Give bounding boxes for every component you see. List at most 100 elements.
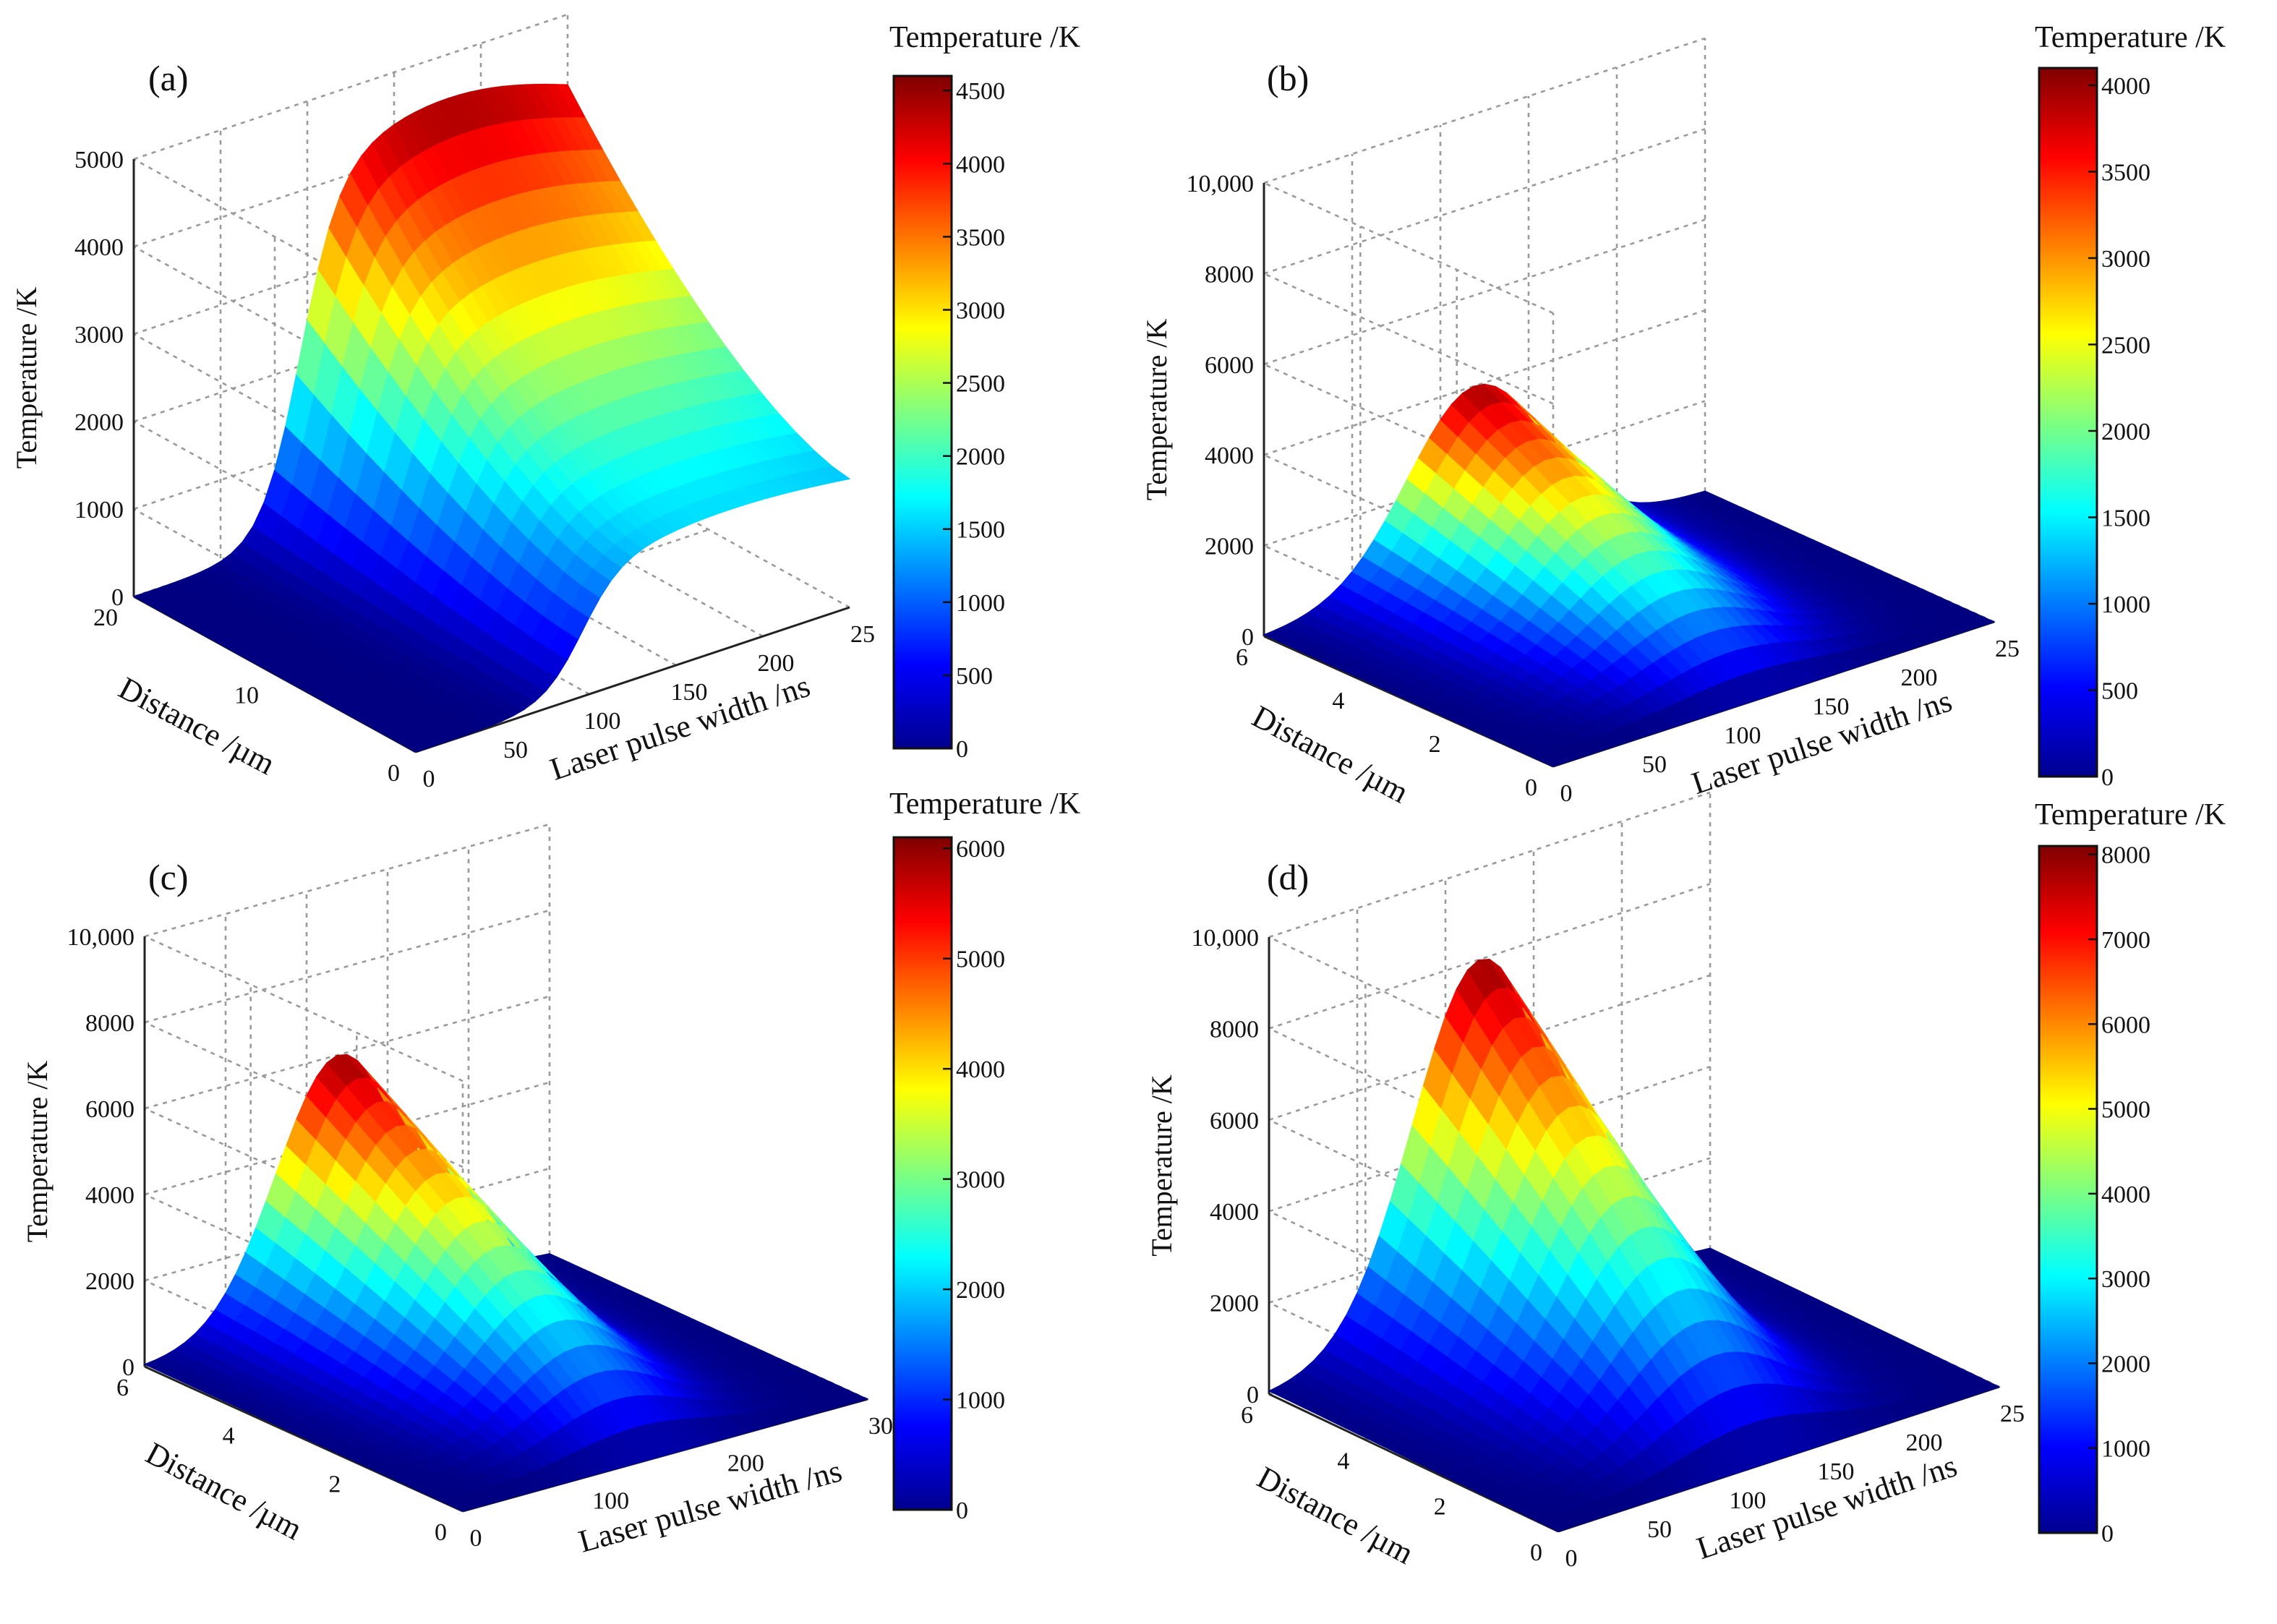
back-wall-gridline: [133, 13, 568, 161]
colorbar-tick-label: 3000: [2101, 246, 2150, 273]
floor-gridline: [567, 450, 850, 609]
x-tick-label: 150: [671, 679, 708, 706]
colorbar: [892, 836, 953, 1511]
y-tick-label: 4: [1332, 688, 1344, 714]
x-tick-label: 150: [1813, 693, 1850, 720]
colorbar-title: Temperature /K: [2035, 21, 2226, 54]
y-tick-label: 2: [1429, 731, 1441, 758]
z-axis-title: Temperature /K: [1145, 1074, 1178, 1257]
back-wall-gridline: [1268, 1065, 1711, 1213]
y-tick-label: 6: [116, 1375, 129, 1401]
z-tick-label: 2000: [85, 1268, 134, 1295]
x-tick-label: 25: [850, 621, 875, 648]
colorbar-tick-label: 2500: [2101, 332, 2150, 359]
left-wall-gridline: [133, 333, 416, 491]
z-tick-label: 8000: [1205, 261, 1254, 288]
x-tick-label: 25: [2000, 1401, 2025, 1427]
surface-cell: [836, 1389, 869, 1403]
panel-d: 0200040006000800010,00002460501001502002…: [1145, 791, 2226, 1572]
panel-label: (b): [1267, 58, 1309, 98]
x-tick-label: 100: [1730, 1487, 1767, 1514]
y-tick-label: 6: [1236, 644, 1248, 671]
colorbar-tick-label: 3500: [2101, 159, 2150, 186]
back-wall-gridline: [1268, 883, 1711, 1030]
colorbar-tick-label: 2000: [956, 444, 1005, 471]
x-tick-label: 25: [1995, 636, 2020, 662]
z-tick-label: 10,000: [67, 924, 135, 951]
colorbar-tick-label: 2500: [956, 371, 1005, 398]
surface-cell: [820, 466, 851, 482]
z-tick-label: 6000: [1205, 352, 1254, 379]
colorbar-tick-label: 0: [956, 736, 968, 763]
y-tick-label: 0: [1530, 1539, 1542, 1566]
x-tick-label: 100: [1725, 722, 1761, 749]
x-tick-label: 200: [727, 1450, 764, 1477]
z-axis-title: Temperature /K: [10, 287, 43, 469]
colorbar-tick-label: 1000: [2101, 1436, 2150, 1463]
colorbar-tick-label: 4500: [956, 78, 1005, 105]
x-tick-label: 50: [1642, 751, 1667, 778]
z-tick-label: 4000: [1210, 1199, 1259, 1226]
left-wall-gridline: [1263, 181, 1554, 315]
left-wall-gridline: [1263, 273, 1554, 405]
colorbar-tick-label: 2000: [956, 1277, 1005, 1304]
colorbar-tick-label: 0: [956, 1497, 968, 1524]
colorbar-tick-label: 2000: [2101, 419, 2150, 445]
panel-label: (c): [148, 857, 189, 897]
surface-mesh: [1263, 383, 1996, 767]
colorbar-tick-label: 500: [2101, 678, 2138, 704]
z-tick-label: 6000: [1210, 1108, 1259, 1134]
y-tick-label: 2: [328, 1471, 341, 1497]
y-tick-label: 20: [93, 604, 118, 631]
colorbar-tick-label: 5000: [956, 946, 1005, 973]
surface-mesh: [1268, 958, 2001, 1532]
y-axis-title: Distance /µm: [1247, 698, 1414, 810]
z-tick-label: 10,000: [1187, 171, 1255, 197]
y-tick-label: 4: [223, 1423, 235, 1450]
colorbar: [2038, 67, 2098, 778]
z-tick-label: 2000: [1210, 1291, 1259, 1317]
back-wall-gridline: [1268, 974, 1711, 1121]
back-wall-gridline: [1263, 400, 1706, 547]
colorbar-tick-label: 8000: [2101, 842, 2150, 869]
y-tick-label: 0: [388, 760, 400, 787]
y-axis-title: Distance /µm: [1252, 1459, 1419, 1570]
x-tick-label: 100: [592, 1487, 629, 1514]
z-tick-label: 6000: [85, 1096, 134, 1123]
panel-c: 0200040006000800010,0000246010020030Temp…: [21, 787, 1080, 1560]
x-tick-label: 0: [470, 1525, 482, 1552]
colorbar-tick-label: 4000: [956, 1056, 1005, 1083]
back-wall-gridline: [144, 823, 550, 938]
x-tick-label: 0: [1560, 780, 1573, 807]
left-wall-gridline: [1263, 454, 1554, 586]
z-tick-label: 5000: [74, 147, 124, 174]
x-tick-label: 30: [868, 1413, 893, 1440]
colorbar-tick-label: 3000: [956, 297, 1005, 324]
x-tick-label: 200: [1906, 1429, 1943, 1456]
colorbar: [892, 74, 953, 750]
back-wall-gridline: [1268, 791, 1711, 939]
colorbar-tick-label: 4000: [2101, 73, 2150, 100]
y-tick-label: 6: [1241, 1402, 1253, 1429]
back-wall-gridline: [1263, 128, 1706, 275]
z-tick-label: 4000: [1205, 443, 1254, 469]
panel-label: (a): [148, 58, 189, 98]
colorbar-tick-label: 3000: [2101, 1266, 2150, 1293]
z-tick-label: 3000: [74, 322, 124, 349]
left-wall-gridline: [144, 935, 463, 1082]
colorbar-tick-label: 4000: [2101, 1181, 2150, 1208]
z-tick-label: 4000: [85, 1182, 134, 1209]
x-tick-label: 0: [1565, 1545, 1578, 1572]
colorbar-tick-label: 5000: [2101, 1097, 2150, 1124]
left-wall-gridline: [1263, 363, 1554, 495]
y-tick-label: 4: [1337, 1448, 1349, 1474]
z-tick-label: 8000: [1210, 1016, 1259, 1043]
z-tick-label: 8000: [85, 1010, 134, 1037]
colorbar-tick-label: 3500: [956, 224, 1005, 251]
back-wall-gridline: [1263, 309, 1706, 456]
colorbar-tick-label: 1500: [956, 517, 1005, 544]
left-wall-gridline: [133, 158, 416, 316]
x-tick-label: 0: [423, 766, 435, 792]
left-wall-gridline: [1263, 544, 1554, 677]
colorbar: [2038, 845, 2098, 1534]
